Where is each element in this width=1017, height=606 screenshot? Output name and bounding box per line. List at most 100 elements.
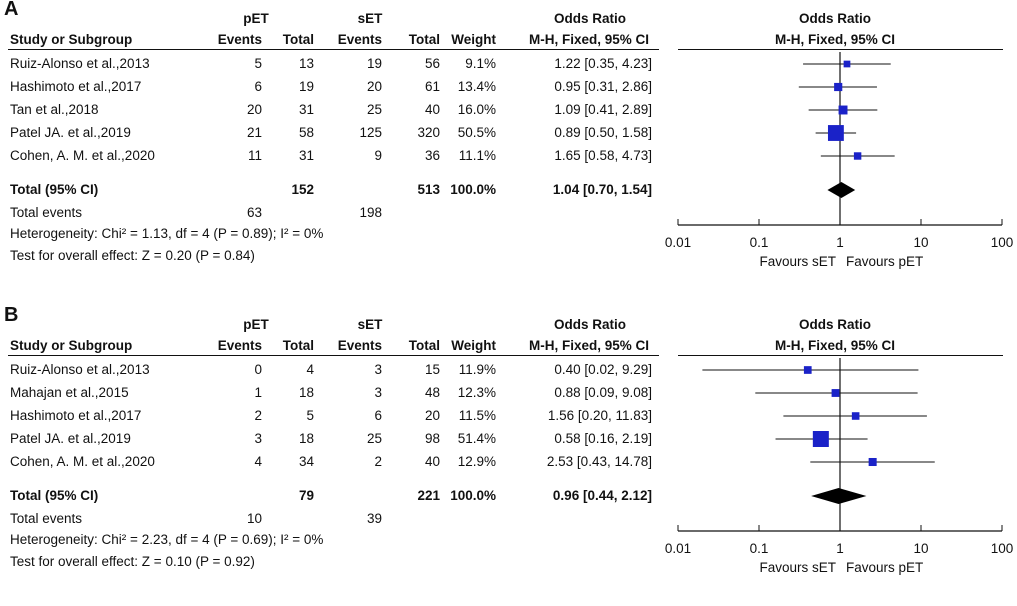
weight-header: Weight	[451, 32, 496, 47]
or-title: Odds Ratio	[553, 11, 626, 26]
study-marker	[812, 431, 829, 447]
study-marker	[831, 389, 840, 397]
group1-header: pET	[243, 11, 269, 26]
total-events-label: Total events	[10, 205, 83, 220]
total1-value: 19	[298, 79, 314, 94]
weight-value: 16.0%	[457, 102, 496, 117]
study-marker	[803, 366, 812, 374]
events2-value: 25	[366, 102, 382, 117]
study-marker	[851, 412, 860, 420]
or-ci-value: 0.89 [0.50, 1.58]	[554, 125, 652, 140]
events1-value: 11	[247, 148, 262, 163]
panel-label: B	[4, 304, 19, 326]
panel-label: A	[4, 0, 19, 20]
x-axis-tick-label: 0.1	[750, 235, 769, 250]
or-title: Odds Ratio	[553, 317, 626, 332]
overall-effect-text: Test for overall effect: Z = 0.10 (P = 0…	[10, 554, 255, 569]
total1-value: 18	[298, 385, 314, 400]
header-rule	[8, 355, 659, 356]
events1-value: 4	[254, 454, 262, 469]
header-rule	[8, 49, 659, 50]
weight-value: 51.4%	[457, 431, 496, 446]
study-name: Patel JA. et al.,2019	[10, 431, 131, 446]
x-axis-tick-label: 10	[913, 541, 928, 556]
total1-value: 31	[298, 148, 314, 163]
weight-value: 12.9%	[457, 454, 496, 469]
total2-value: 98	[424, 431, 440, 446]
pooled-diamond	[811, 488, 867, 504]
forest-plot-svg: 0.01 0.1 1 10 100 Favours sET Favours pET	[665, 52, 1014, 269]
study-name: Hashimoto et al.,2017	[10, 408, 142, 423]
total1-value: 34	[298, 454, 314, 469]
heterogeneity-text: Heterogeneity: Chi² = 2.23, df = 4 (P = …	[10, 532, 324, 547]
study-name: Ruiz-Alonso et al.,2013	[10, 56, 150, 71]
study-header: Study or Subgroup	[10, 338, 133, 353]
events1-value: 1	[254, 385, 262, 400]
group1-header: pET	[243, 317, 269, 332]
events2-value: 6	[374, 408, 382, 423]
heterogeneity-text: Heterogeneity: Chi² = 1.13, df = 4 (P = …	[10, 226, 324, 241]
study-name: Hashimoto et al.,2017	[10, 79, 142, 94]
events2-value: 3	[374, 362, 382, 377]
total2-value: 40	[424, 454, 440, 469]
total2-value: 56	[424, 56, 440, 71]
or-ci-value: 0.95 [0.31, 2.86]	[554, 79, 652, 94]
favours-right-label: Favours pET	[846, 560, 923, 575]
total-events2: 39	[366, 511, 382, 526]
total2-value: 40	[424, 102, 440, 117]
x-axis-tick-label: 10	[913, 235, 928, 250]
group2-header: sET	[357, 317, 383, 332]
plot-method-header: M-H, Fixed, 95% CI	[774, 32, 896, 47]
study-name: Cohen, A. M. et al.,2020	[10, 148, 155, 163]
x-axis-tick-label: 100	[991, 235, 1014, 250]
events1-header: Events	[217, 32, 262, 47]
total2-sum: 221	[417, 488, 440, 503]
events2-value: 9	[374, 148, 382, 163]
study-name: Cohen, A. M. et al.,2020	[10, 454, 155, 469]
events1-header: Events	[217, 338, 262, 353]
total2-value: 20	[424, 408, 440, 423]
study-marker	[853, 152, 862, 160]
total-weight: 100.0%	[450, 488, 496, 503]
total2-header: Total	[408, 338, 440, 353]
total-weight: 100.0%	[450, 182, 496, 197]
total1-value: 58	[298, 125, 314, 140]
events2-value: 19	[366, 56, 382, 71]
study-marker	[827, 125, 844, 141]
plot-method-header: M-H, Fixed, 95% CI	[774, 338, 896, 353]
plot-header-rule	[678, 355, 1003, 356]
events1-value: 6	[254, 79, 262, 94]
events1-value: 21	[246, 125, 262, 140]
total1-value: 31	[298, 102, 314, 117]
events2-header: Events	[337, 338, 382, 353]
or-ci-value: 1.56 [0.20, 11.83]	[547, 408, 652, 423]
total-or-ci: 1.04 [0.70, 1.54]	[552, 182, 652, 197]
total-events-label: Total events	[10, 511, 83, 526]
events2-header: Events	[337, 32, 382, 47]
study-marker	[843, 60, 851, 68]
total1-sum: 152	[291, 182, 314, 197]
weight-value: 12.3%	[457, 385, 496, 400]
pooled-diamond	[827, 182, 856, 198]
overall-effect-text: Test for overall effect: Z = 0.20 (P = 0…	[10, 248, 255, 263]
study-header: Study or Subgroup	[10, 32, 133, 47]
weight-header: Weight	[451, 338, 496, 353]
total1-header: Total	[282, 32, 314, 47]
or-method-header: M-H, Fixed, 95% CI	[528, 32, 650, 47]
total1-sum: 79	[298, 488, 314, 503]
events1-value: 3	[254, 431, 262, 446]
events2-value: 125	[359, 125, 382, 140]
total2-value: 48	[424, 385, 440, 400]
study-name: Mahajan et al.,2015	[10, 385, 129, 400]
or-ci-value: 0.88 [0.09, 9.08]	[554, 385, 652, 400]
total-or-ci: 0.96 [0.44, 2.12]	[552, 488, 652, 503]
total1-value: 13	[298, 56, 314, 71]
x-axis-tick-label: 100	[991, 541, 1014, 556]
or-ci-value: 0.58 [0.16, 2.19]	[554, 431, 652, 446]
events2-value: 3	[374, 385, 382, 400]
total-label: Total (95% CI)	[10, 488, 99, 503]
x-axis-tick-label: 1	[836, 235, 844, 250]
study-name: Patel JA. et al.,2019	[10, 125, 131, 140]
total1-value: 18	[298, 431, 314, 446]
